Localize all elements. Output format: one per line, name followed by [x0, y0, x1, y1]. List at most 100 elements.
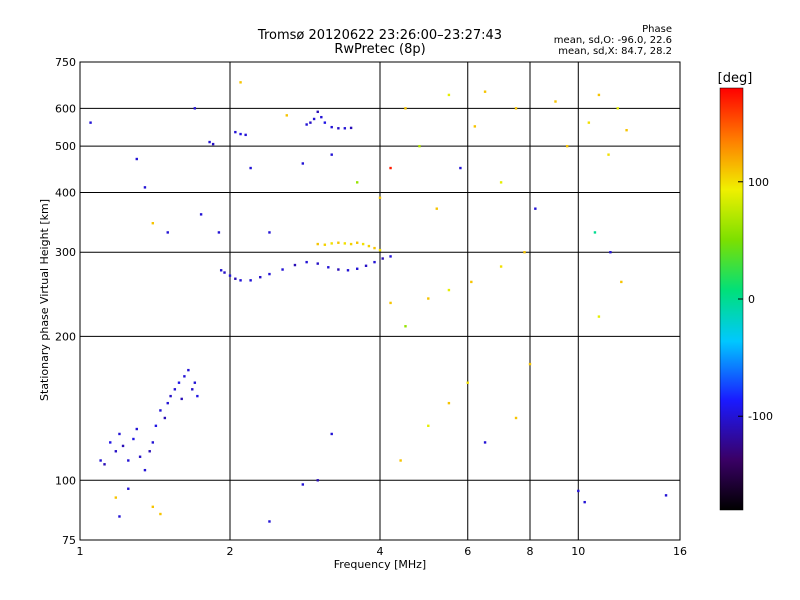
data-point — [135, 157, 138, 161]
data-point — [159, 409, 162, 412]
data-point — [135, 427, 138, 431]
data-point — [459, 166, 462, 170]
data-point — [597, 315, 601, 318]
data-point — [239, 132, 242, 136]
data-point — [349, 242, 353, 246]
data-point — [609, 251, 612, 254]
data-point — [159, 512, 162, 516]
data-point — [367, 244, 371, 248]
data-point — [293, 263, 297, 267]
data-point — [378, 196, 382, 199]
data-point — [154, 424, 158, 428]
data-point — [523, 251, 526, 254]
y-axis-label: Stationary phase Virtual Height [km] — [38, 199, 51, 401]
data-point — [466, 381, 469, 384]
data-points — [89, 81, 668, 523]
data-point — [330, 432, 333, 436]
y-tick-label: 750 — [55, 56, 76, 69]
data-point — [219, 269, 223, 272]
data-point — [330, 242, 333, 245]
data-point — [217, 231, 221, 234]
data-point — [381, 257, 384, 260]
data-point — [470, 280, 473, 284]
data-point — [151, 441, 155, 444]
data-point — [607, 153, 610, 156]
data-point — [330, 125, 333, 129]
data-point — [109, 441, 112, 444]
y-axis: 75 100 200 300 400 500 600 750 — [55, 56, 76, 547]
data-point — [132, 437, 135, 441]
data-point — [514, 107, 518, 110]
data-point — [355, 181, 359, 184]
data-point — [664, 494, 668, 497]
data-point — [180, 397, 183, 401]
phase-stats-x: mean, sd,X: 84.7, 28.2 — [558, 46, 672, 57]
data-point — [268, 231, 271, 234]
colorbar-ticks: 100 0 -100 — [738, 176, 773, 423]
data-point — [151, 222, 155, 225]
data-point — [355, 267, 359, 270]
x-axis-label: Frequency [MHz] — [334, 558, 426, 571]
x-tick-label: 8 — [527, 545, 534, 558]
chart-subtitle: RwPretec (8p) — [334, 42, 426, 57]
data-point — [447, 401, 451, 405]
data-point — [196, 394, 199, 398]
data-point — [169, 394, 172, 398]
data-point — [343, 242, 347, 245]
data-point — [330, 153, 333, 156]
data-point — [249, 279, 252, 282]
data-point — [191, 388, 194, 391]
data-point — [118, 432, 121, 436]
colorbar: [deg] 100 0 -100 — [718, 71, 773, 511]
y-tick-label: 100 — [55, 474, 76, 487]
data-point — [316, 242, 319, 246]
data-point — [312, 117, 316, 121]
data-point — [309, 121, 312, 124]
data-point — [193, 107, 197, 110]
data-point — [143, 468, 147, 472]
x-tick-label: 6 — [464, 545, 471, 558]
data-point — [447, 288, 451, 292]
data-point — [337, 268, 340, 271]
x-tick-label: 10 — [571, 545, 585, 558]
data-point — [228, 274, 232, 277]
y-tick-label: 200 — [55, 330, 76, 343]
data-point — [435, 207, 438, 210]
data-point — [587, 121, 591, 124]
data-point — [138, 455, 142, 458]
data-point — [593, 231, 597, 234]
data-point — [166, 401, 169, 405]
data-point — [323, 243, 327, 246]
y-tick-label: 600 — [55, 102, 76, 115]
data-point — [316, 110, 319, 114]
data-point — [187, 368, 190, 372]
data-point — [305, 123, 308, 126]
data-point — [616, 107, 619, 110]
data-point — [399, 459, 402, 462]
x-tick-label: 16 — [673, 545, 687, 558]
data-point — [183, 375, 186, 378]
data-point — [343, 127, 347, 130]
data-point — [305, 260, 308, 264]
data-point — [389, 255, 392, 258]
data-point — [143, 186, 147, 189]
data-point — [239, 279, 242, 282]
data-point — [244, 133, 247, 137]
data-point — [268, 272, 271, 276]
data-point — [211, 142, 215, 146]
data-point — [355, 241, 359, 244]
data-point — [193, 381, 197, 384]
x-tick-label: 2 — [227, 545, 234, 558]
data-point — [427, 424, 430, 428]
data-point — [323, 121, 327, 124]
data-point — [301, 162, 305, 165]
data-point — [151, 505, 155, 509]
y-tick-label: 75 — [62, 534, 76, 547]
data-point — [99, 459, 102, 462]
data-point — [447, 93, 451, 97]
data-point — [337, 241, 340, 244]
grid-lines — [80, 62, 680, 540]
x-axis: 1 2 4 6 8 10 16 — [77, 545, 688, 558]
data-point — [418, 144, 421, 148]
